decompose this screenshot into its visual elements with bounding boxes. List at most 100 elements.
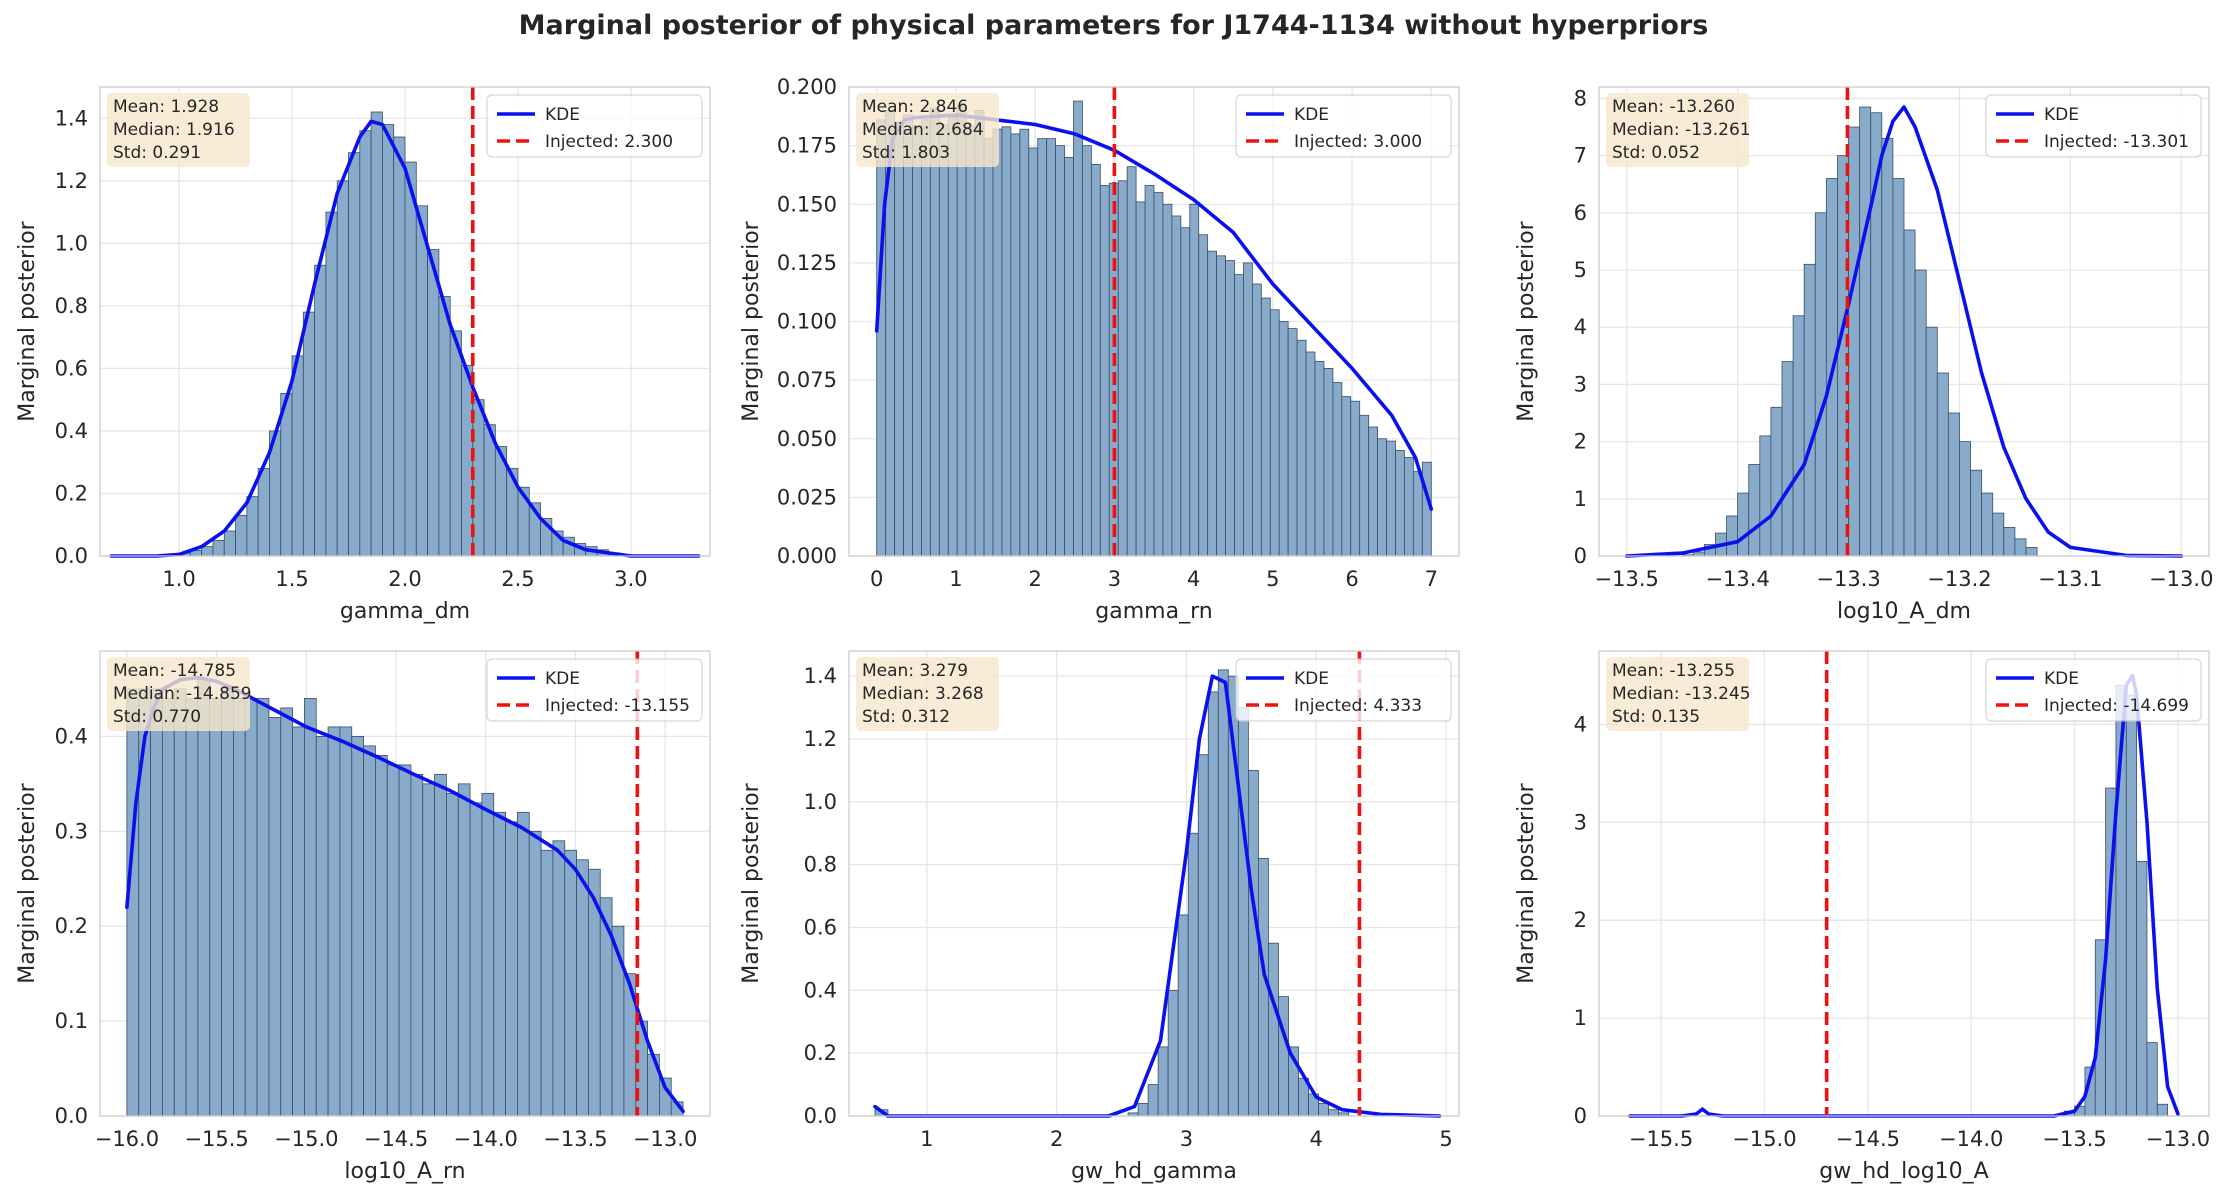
x-tick-label: −14.0 bbox=[454, 1127, 518, 1151]
x-tick-label: −14.5 bbox=[1836, 1127, 1900, 1151]
histogram-bar bbox=[1187, 832, 1199, 1117]
histogram-bar bbox=[929, 107, 940, 557]
histogram-bar bbox=[1162, 203, 1173, 557]
histogram-bar bbox=[1055, 145, 1065, 557]
histogram-bar bbox=[2014, 538, 2027, 557]
x-tick-label: −14.5 bbox=[364, 1127, 428, 1151]
histogram-bar bbox=[1171, 215, 1182, 557]
histogram-bar bbox=[1216, 255, 1226, 557]
y-tick-label: 4 bbox=[1574, 712, 1587, 736]
histogram-bar bbox=[1881, 138, 1894, 557]
histogram-bar bbox=[1137, 1103, 1149, 1117]
histogram-bar bbox=[1147, 1084, 1159, 1117]
histogram-bar bbox=[1099, 185, 1110, 557]
histogram-bar bbox=[564, 849, 577, 1117]
x-tick-label: 2.5 bbox=[501, 567, 534, 591]
histogram-bar bbox=[1153, 192, 1164, 557]
x-tick-label: −13.2 bbox=[1927, 567, 1991, 591]
y-tick-label: 7 bbox=[1574, 144, 1587, 168]
histogram-bar bbox=[1157, 1046, 1169, 1117]
histogram-bar bbox=[1903, 229, 1916, 557]
histogram-bar bbox=[223, 530, 236, 557]
histogram-bar bbox=[1737, 492, 1750, 557]
x-tick-label: 3 bbox=[1180, 1127, 1193, 1151]
y-tick-label: 0.2 bbox=[55, 914, 88, 938]
histogram-bar bbox=[235, 514, 248, 557]
x-axis-label: log10_A_dm bbox=[1837, 599, 1971, 624]
histogram-bar bbox=[1126, 166, 1137, 557]
histogram-bar bbox=[956, 105, 967, 557]
histogram-bar bbox=[1726, 515, 1739, 557]
subplot-gamma-dm: 1.0 1.5 2.0 2.5 3.0 0.0 0.2 0.4 0.6 0.8 1.0 1.2 1.4 g… bbox=[15, 86, 711, 624]
histogram-bar bbox=[1792, 315, 1805, 557]
y-tick-label: 5 bbox=[1574, 258, 1587, 282]
y-tick-label: 0.100 bbox=[777, 310, 837, 334]
x-tick-label: 5 bbox=[1439, 1127, 1452, 1151]
axes-frame bbox=[1598, 86, 2210, 557]
y-tick-label: 0.1 bbox=[55, 1009, 88, 1033]
stats-box bbox=[107, 93, 250, 167]
x-tick-label: −15.5 bbox=[1629, 1127, 1693, 1151]
histogram-bar bbox=[1167, 989, 1179, 1117]
y-tick-label: 0.150 bbox=[777, 192, 837, 216]
histogram-bar bbox=[209, 698, 222, 1117]
stats-median: Median: 1.916 bbox=[113, 120, 235, 140]
histogram-bar bbox=[1189, 203, 1200, 557]
histogram-bar bbox=[1207, 691, 1219, 1117]
histogram-bar bbox=[2146, 1042, 2158, 1117]
histogram-bar bbox=[1947, 412, 1960, 557]
histogram-bar bbox=[992, 128, 1003, 557]
x-axis-label: gw_hd_gamma bbox=[1071, 1159, 1237, 1184]
histogram-bar bbox=[197, 679, 211, 1117]
subplot-gw-hd-gamma: 1 2 3 4 5 0.0 0.2 0.4 0.6 0.8 1.0 1.2 1.4 gw_hd_gamma… bbox=[739, 650, 1460, 1184]
x-tick-label: −16.0 bbox=[95, 1127, 159, 1151]
y-tick-label: 8 bbox=[1574, 86, 1587, 110]
histogram-bar bbox=[1318, 1103, 1330, 1117]
histogram-bar bbox=[138, 688, 151, 1117]
y-tick-label: 0.4 bbox=[55, 419, 88, 443]
histogram-bar bbox=[280, 707, 293, 1117]
y-axis-label: Marginal posterior bbox=[1514, 220, 1539, 421]
y-tick-label: 0.6 bbox=[55, 356, 88, 380]
stats-mean: Mean: 3.279 bbox=[862, 661, 968, 681]
histogram-bar bbox=[1305, 351, 1316, 557]
histogram-bar bbox=[370, 111, 383, 557]
histogram-bar bbox=[493, 811, 506, 1117]
stats-mean: Mean: -14.785 bbox=[113, 661, 236, 681]
histogram-bar bbox=[1251, 283, 1262, 557]
histogram-bar bbox=[2025, 547, 2038, 557]
stats-std: Std: 0.291 bbox=[113, 143, 201, 163]
histogram-bar bbox=[150, 688, 163, 1117]
x-tick-label: 3.0 bbox=[614, 567, 647, 591]
legend-kde-label: KDE bbox=[2044, 105, 2079, 125]
x-tick-label: −13.1 bbox=[2038, 567, 2102, 591]
histogram-bar bbox=[1936, 372, 1949, 557]
x-tick-label: 1.5 bbox=[275, 567, 308, 591]
legend-box bbox=[1985, 658, 2202, 722]
y-tick-label: 0.0 bbox=[55, 544, 88, 568]
histogram-bar bbox=[292, 726, 305, 1117]
x-tick-label: 2 bbox=[1050, 1127, 1063, 1151]
x-tick-label: 5 bbox=[1266, 567, 1279, 591]
histogram-bar bbox=[339, 726, 353, 1117]
x-tick-label: −13.5 bbox=[543, 1127, 607, 1151]
histogram-bar bbox=[1404, 457, 1414, 557]
x-tick-label: 2.0 bbox=[388, 567, 421, 591]
histogram-bar bbox=[201, 546, 214, 557]
subplot-gamma-rn: 0 1 2 3 4 5 6 7 0.000 0.025 0.050 0.075 0.100 0.125 0.… bbox=[739, 75, 1460, 624]
legend-kde-label: KDE bbox=[1294, 669, 1329, 689]
histogram-bar bbox=[1287, 328, 1298, 557]
legend-box bbox=[486, 94, 703, 158]
subplot-log10-a-rn: −16.0 −15.5 −15.0 −14.5 −14.0 −13.5 −13.0 0.0 0.… bbox=[15, 650, 711, 1184]
histogram-bar bbox=[876, 119, 887, 557]
histogram-bar bbox=[173, 688, 187, 1117]
x-axis-label: gw_hd_log10_A bbox=[1819, 1159, 1988, 1184]
histogram-bar bbox=[336, 180, 349, 557]
histogram-bar bbox=[314, 264, 327, 557]
histogram-bar bbox=[280, 393, 293, 557]
histogram-bar bbox=[1064, 156, 1074, 557]
x-tick-label: −13.5 bbox=[2042, 1127, 2106, 1151]
histogram-bar bbox=[540, 849, 554, 1117]
histogram-bar bbox=[375, 754, 388, 1117]
